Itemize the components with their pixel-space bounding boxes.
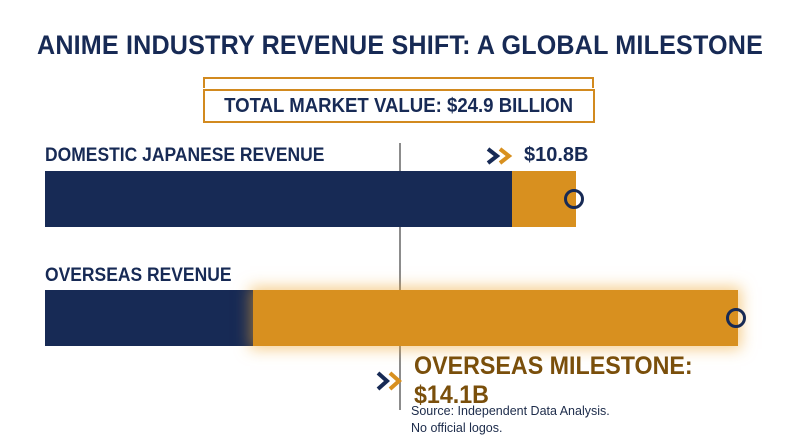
double-chevron-icon	[376, 369, 408, 393]
overseas-endpoint-marker	[726, 308, 746, 328]
center-divider	[399, 143, 401, 410]
source-note: Source: Independent Data Analysis.	[411, 404, 610, 418]
domestic-revenue-bar	[45, 171, 576, 227]
chart-title: ANIME INDUSTRY REVENUE SHIFT: A GLOBAL M…	[36, 30, 764, 60]
domestic-navy-segment	[45, 171, 513, 227]
overseas-label: OVERSEAS REVENUE	[45, 265, 232, 286]
total-market-text: TOTAL MARKET VALUE: $24.9 BILLION	[224, 94, 574, 117]
domestic-endpoint-marker	[563, 189, 584, 209]
domestic-label: DOMESTIC JAPANESE REVENUE	[45, 145, 325, 166]
overseas-revenue-bar	[45, 290, 738, 346]
domestic-value-tag: $10.8B	[486, 144, 589, 167]
overseas-milestone-label: OVERSEAS MILESTONE: $14.1B	[414, 352, 693, 409]
total-market-frame	[203, 77, 594, 88]
overseas-gold-segment	[252, 290, 738, 346]
overseas-navy-segment	[45, 290, 253, 346]
double-chevron-icon	[486, 146, 518, 166]
total-market-badge: TOTAL MARKET VALUE: $24.9 BILLION	[203, 89, 595, 123]
overseas-value-tag: OVERSEAS MILESTONE: $14.1B	[376, 352, 800, 410]
domestic-value-label: $10.8B	[524, 144, 589, 166]
logo-note: No official logos.	[411, 421, 503, 435]
